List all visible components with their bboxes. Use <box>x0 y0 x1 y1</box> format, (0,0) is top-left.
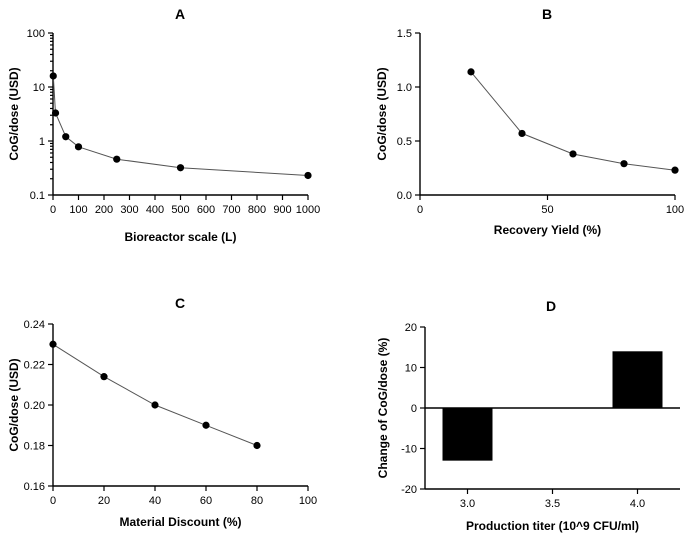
x-axis-title: Production titer (10^9 CFU/ml) <box>466 519 639 533</box>
data-point <box>49 340 57 348</box>
x-tick-label: 40 <box>149 495 161 507</box>
x-tick-label: 60 <box>200 495 212 507</box>
panel-label: B <box>542 6 552 22</box>
x-axis-title: Recovery Yield (%) <box>494 223 601 237</box>
panel-b: B 0.0 0.5 1.0 1.5 0 50 100 Recovery Yield (%) CoG… <box>375 6 684 237</box>
y-tick-label: -20 <box>401 484 417 496</box>
y-tick-label: 0.18 <box>24 441 45 453</box>
data-point <box>467 68 475 76</box>
y-tick-label: 1.0 <box>397 82 412 94</box>
y-tick-label: -10 <box>401 444 417 456</box>
x-tick-label: 80 <box>251 495 263 507</box>
x-tick-label: 20 <box>98 495 110 507</box>
x-tick-label: 1000 <box>296 204 320 216</box>
x-tick-label: 3.5 <box>545 498 560 510</box>
data-point <box>113 155 121 163</box>
bar <box>612 351 663 408</box>
x-tick-label: 800 <box>248 204 266 216</box>
data-point <box>49 72 57 80</box>
x-tick-label: 100 <box>69 204 87 216</box>
data-point <box>176 164 185 172</box>
data-point <box>518 129 526 138</box>
x-tick-label: 0 <box>50 495 56 507</box>
data-point <box>100 373 108 381</box>
y-tick-label: 0.1 <box>30 190 45 202</box>
data-point <box>74 143 83 151</box>
y-tick-label: 20 <box>405 322 417 334</box>
y-tick-label: 10 <box>405 363 417 375</box>
data-point <box>51 109 60 117</box>
data-point <box>253 441 261 450</box>
x-tick-label: 3.0 <box>460 498 475 510</box>
y-tick-label: 100 <box>27 28 45 40</box>
y-axis-title: CoG/dose (USD) <box>375 67 389 160</box>
series-line <box>52 343 258 446</box>
y-tick-label: 0.20 <box>24 400 45 412</box>
panel-label: A <box>175 6 185 22</box>
y-tick-label: 0.24 <box>24 319 45 331</box>
x-tick-label: 4.0 <box>630 498 645 510</box>
y-tick-label: 0.5 <box>397 136 412 148</box>
y-axis-title: CoG/dose (USD) <box>7 67 21 160</box>
data-point <box>569 150 577 158</box>
x-tick-label: 700 <box>222 204 240 216</box>
panel-c: C 0.16 0.18 0.20 0.22 0.24 0 20 40 60 80 100 Materia… <box>7 295 317 529</box>
panel-d: D -20 -10 0 10 20 3.0 3.5 4.0 Production titer (1… <box>376 298 680 533</box>
y-tick-label: 1 <box>39 136 45 148</box>
y-tick-label: 0.16 <box>24 481 45 493</box>
x-tick-label: 600 <box>197 204 215 216</box>
x-axis-title: Material Discount (%) <box>119 515 241 529</box>
data-point <box>671 166 679 174</box>
x-tick-label: 0 <box>50 204 56 216</box>
x-tick-label: 400 <box>146 204 164 216</box>
y-tick-label: 0.0 <box>397 190 412 202</box>
x-tick-label: 0 <box>417 204 423 216</box>
y-axis-title: Change of CoG/dose (%) <box>376 338 390 479</box>
panel-label: C <box>175 295 185 311</box>
bar <box>442 408 493 461</box>
data-point <box>62 133 70 141</box>
series-line <box>52 75 309 176</box>
x-tick-label: 100 <box>299 495 317 507</box>
x-tick-label: 900 <box>273 204 291 216</box>
x-tick-label: 50 <box>541 204 553 216</box>
x-axis-title: Bioreactor scale (L) <box>124 230 236 244</box>
x-tick-label: 300 <box>120 204 138 216</box>
panel-label: D <box>546 298 556 314</box>
data-point <box>304 171 312 180</box>
data-point <box>620 160 628 168</box>
y-tick-label: 10 <box>33 82 45 94</box>
y-axis-title: CoG/dose (USD) <box>7 358 21 451</box>
x-tick-label: 200 <box>95 204 113 216</box>
y-tick-label: 0.22 <box>24 360 45 372</box>
y-tick-label: 1.5 <box>397 28 412 40</box>
data-point <box>151 401 159 409</box>
data-point <box>202 421 210 429</box>
x-tick-label: 100 <box>666 204 684 216</box>
x-tick-label: 500 <box>171 204 189 216</box>
y-tick-label: 0 <box>411 403 417 415</box>
